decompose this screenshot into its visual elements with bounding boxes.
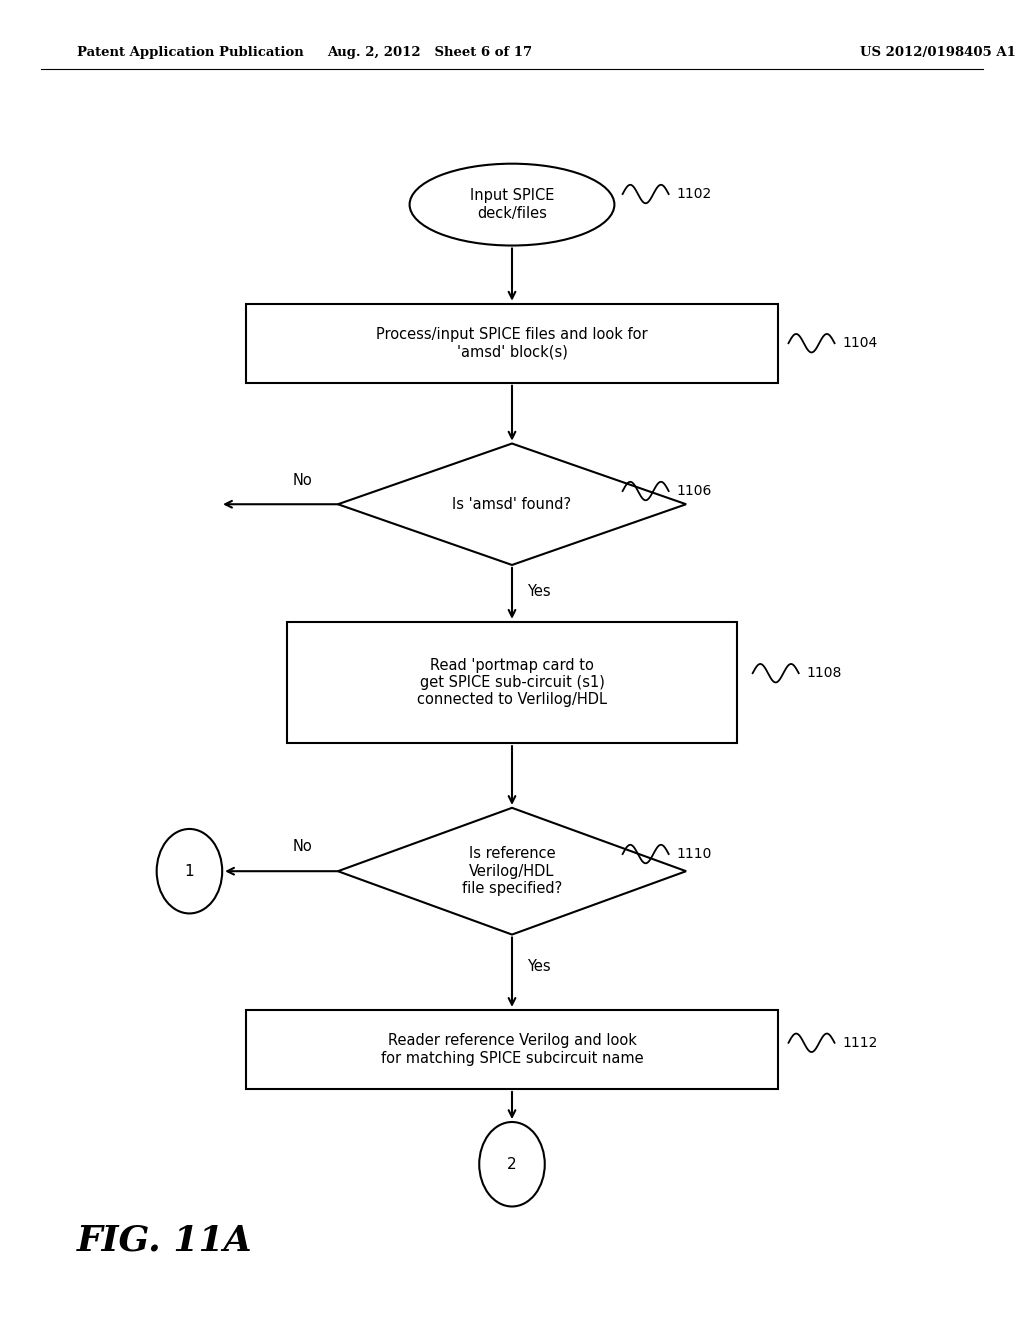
Text: Input SPICE
deck/files: Input SPICE deck/files [470,189,554,220]
Polygon shape [338,808,686,935]
Text: 1112: 1112 [843,1036,879,1049]
Text: Yes: Yes [527,958,551,974]
Circle shape [479,1122,545,1206]
Text: Read 'portmap card to
get SPICE sub-circuit (s1)
connected to Verlilog/HDL: Read 'portmap card to get SPICE sub-circ… [417,657,607,708]
Bar [246,1010,778,1089]
Text: Process/input SPICE files and look for
'amsd' block(s): Process/input SPICE files and look for '… [376,327,648,359]
Text: Patent Application Publication: Patent Application Publication [77,46,303,59]
Bar [287,622,737,743]
Text: 1102: 1102 [677,187,712,201]
Text: Is 'amsd' found?: Is 'amsd' found? [453,496,571,512]
Text: No: No [292,840,312,854]
Text: 1106: 1106 [677,484,713,498]
Text: 1: 1 [184,863,195,879]
Text: 2: 2 [507,1156,517,1172]
Circle shape [157,829,222,913]
Bar [246,304,778,383]
Polygon shape [338,444,686,565]
Text: FIG. 11A: FIG. 11A [77,1224,253,1258]
Text: Yes: Yes [527,583,551,599]
Text: 1104: 1104 [843,337,878,350]
Text: Aug. 2, 2012   Sheet 6 of 17: Aug. 2, 2012 Sheet 6 of 17 [328,46,532,59]
Text: Reader reference Verilog and look
for matching SPICE subcircuit name: Reader reference Verilog and look for ma… [381,1034,643,1065]
Text: 1108: 1108 [807,667,843,680]
Text: 1110: 1110 [677,847,713,861]
Text: US 2012/0198405 A1: US 2012/0198405 A1 [860,46,1016,59]
Ellipse shape [410,164,614,246]
Text: No: No [292,474,312,488]
Text: Is reference
Verilog/HDL
file specified?: Is reference Verilog/HDL file specified? [462,846,562,896]
